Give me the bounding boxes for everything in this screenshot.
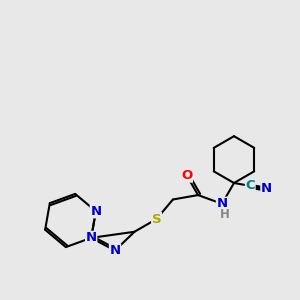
Text: N: N [85,231,97,244]
Text: N: N [261,182,272,195]
Text: C: C [245,179,255,192]
Text: H: H [220,208,230,221]
Text: N: N [216,197,228,210]
Text: N: N [90,205,101,218]
Text: O: O [181,169,192,182]
Text: N: N [110,244,121,257]
Text: S: S [152,212,161,226]
